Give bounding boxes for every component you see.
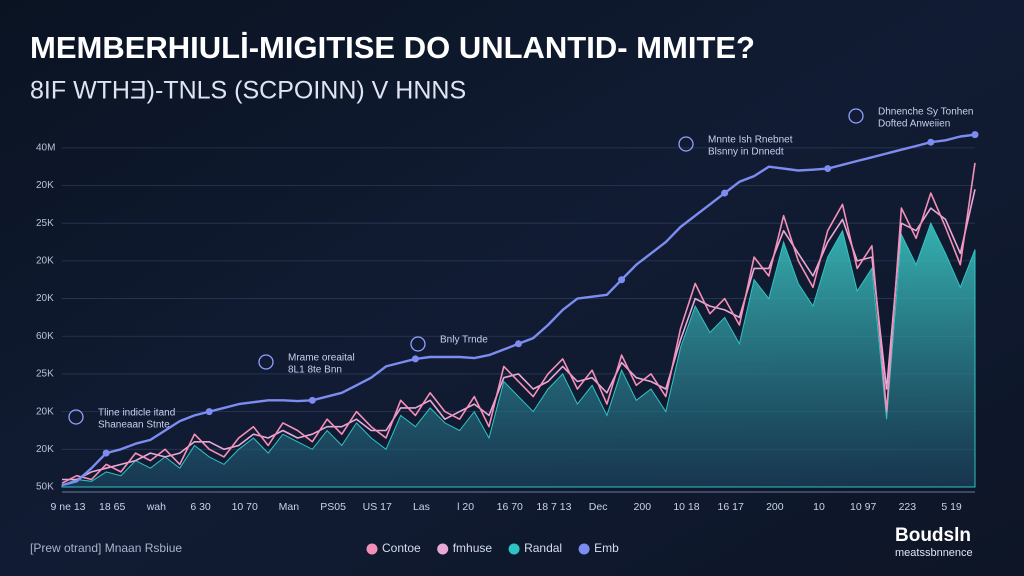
x-tick-label: 18 7 13 [536, 501, 571, 513]
line [61, 162, 976, 484]
y-tick-label: 20K [36, 256, 54, 267]
annotation: Mrame oreaital [288, 353, 355, 364]
legend-swatch [437, 543, 449, 555]
annotation: Dofted Anweiien [878, 119, 950, 130]
legend-label: Randal [524, 541, 562, 555]
annotation-icon [678, 136, 694, 152]
line [62, 189, 976, 481]
x-tick-label: 10 97 [850, 501, 876, 513]
x-tick-label: 16 17 [718, 501, 744, 513]
annotation: Mnnte Ish Rnebnet [708, 135, 793, 146]
legend-label: Contoe [382, 541, 421, 555]
y-tick-label: 20K [36, 444, 54, 455]
area [61, 221, 976, 488]
x-tick-label: 18 65 [99, 501, 125, 513]
annotation: Dhnenche Sy Tonhen [878, 107, 973, 118]
marker [927, 138, 935, 146]
y-tick-label: 60K [36, 331, 54, 342]
chart-title: MEMBERHIULİ-MIGITISE DO UNLANTID- MMITE? [30, 30, 755, 65]
legend-swatch [366, 543, 378, 555]
x-tick-label: 5 19 [941, 501, 962, 513]
x-tick-label: 200 [634, 501, 652, 513]
y-tick-label: 40M [36, 142, 55, 153]
y-tick-label: 20K [36, 180, 54, 191]
y-tick-label: 25K [36, 369, 54, 380]
annotation-icon [410, 336, 426, 352]
x-tick-label: 6 30 [190, 501, 211, 513]
brand-tagline: meatssbnnence [895, 547, 973, 559]
brand-name: Boudsln [895, 525, 971, 546]
marker [618, 276, 626, 284]
x-tick-label: l 20 [457, 501, 474, 513]
x-tick-label: PS05 [320, 501, 346, 513]
annotation: Blsnny in Dnnedt [708, 147, 784, 158]
x-tick-label: Man [279, 501, 300, 513]
legend-label: Emb [594, 541, 619, 555]
x-tick-label: US 17 [363, 501, 392, 513]
marker [102, 449, 110, 457]
x-tick-label: Dec [589, 501, 608, 513]
x-tick-label: 9 ne 13 [50, 501, 85, 513]
chart-subtitle: 8IF WTHƎ)-TNLS (SCPOINN) V HNNS [30, 77, 466, 105]
legend-swatch [508, 543, 520, 555]
annotation: Bnly Trnde [440, 335, 488, 346]
annotation: Tline indicle itand [98, 408, 175, 419]
marker [308, 396, 316, 404]
annotation: Shaneaan Stnte [98, 420, 170, 431]
legend-swatch [578, 543, 590, 555]
marker [721, 189, 729, 197]
marker [205, 408, 213, 416]
y-tick-label: 50K [36, 482, 54, 493]
marker [824, 165, 832, 173]
x-tick-label: 10 70 [232, 501, 258, 513]
annotation-icon [68, 409, 84, 425]
marker [971, 131, 979, 139]
y-tick-label: 20K [36, 293, 54, 304]
footer: [Prew otrand] Mnaan Rsbiue [30, 541, 182, 555]
x-tick-label: 10 [813, 501, 825, 513]
annotation: 8L1 8te Bnn [288, 365, 342, 376]
x-tick-label: wah [146, 501, 166, 513]
x-tick-label: 200 [766, 501, 784, 513]
x-tick-label: Las [413, 501, 430, 513]
x-tick-label: 10 18 [673, 501, 699, 513]
annotation-icon [258, 354, 274, 370]
marker [515, 340, 522, 348]
y-tick-label: 20K [36, 406, 54, 417]
annotation-icon [848, 108, 864, 124]
x-tick-label: 223 [899, 501, 917, 513]
x-tick-label: 16 70 [497, 501, 523, 513]
legend-label: fmhuse [453, 541, 493, 555]
marker [411, 355, 419, 363]
y-tick-label: 25K [36, 218, 54, 229]
